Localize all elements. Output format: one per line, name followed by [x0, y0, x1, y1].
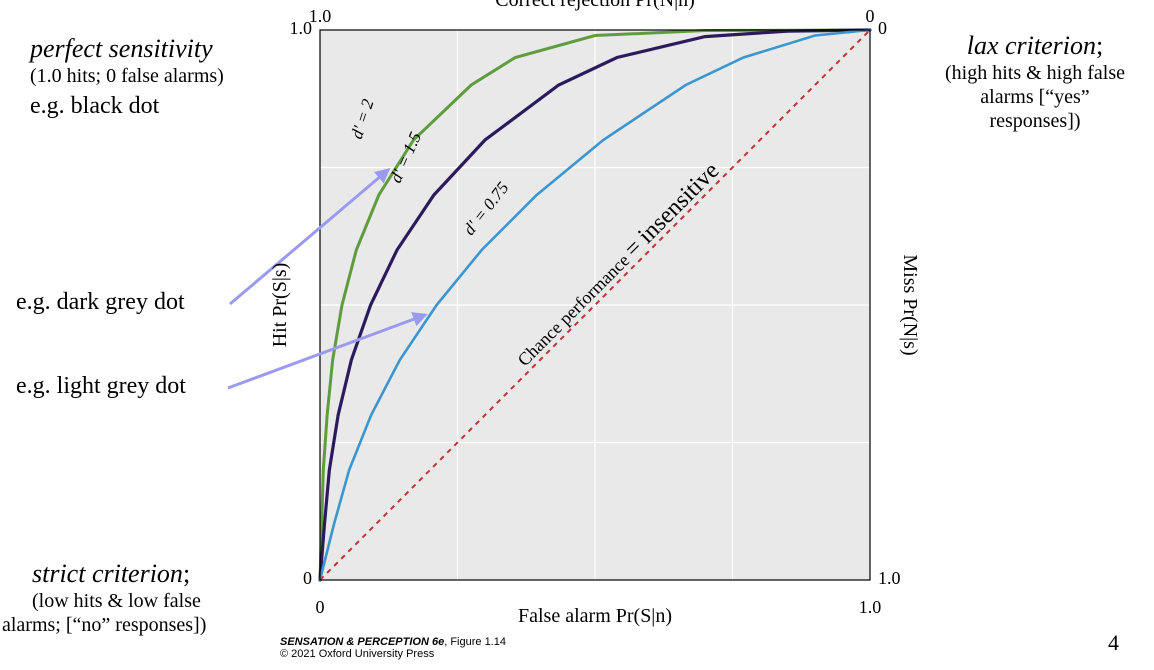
page-number: 4 [1108, 630, 1119, 656]
lax-title: lax criterion; [930, 30, 1140, 61]
strict-criterion-block: strict criterion; (low hits & low false … [32, 558, 206, 637]
tick-right-1: 0 [878, 18, 887, 38]
lax-sub2: alarms [“yes” [930, 85, 1140, 109]
axis-label-top: Correct rejection Pr(N|n) [495, 0, 694, 11]
strict-title: strict criterion; [32, 558, 206, 589]
tick-top-0: 1.0 [309, 6, 332, 26]
lax-sub3: responses]) [930, 109, 1140, 133]
axis-label-bottom: False alarm Pr(S|n) [518, 605, 672, 627]
perfect-sub: (1.0 hits; 0 false alarms) [30, 64, 224, 88]
strict-sub1: (low hits & low false [32, 589, 206, 613]
axis-label-right: Miss Pr(N|s) [899, 254, 921, 355]
figure-attribution: SENSATION & PERCEPTION 6e, Figure 1.14 ©… [280, 636, 506, 660]
perfect-sensitivity-block: perfect sensitivity (1.0 hits; 0 false a… [30, 33, 224, 121]
tick-left-0: 0 [303, 568, 312, 588]
perfect-title: perfect sensitivity [30, 33, 224, 64]
tick-top-1: 0 [866, 6, 875, 26]
strict-sub2: alarms; [“no” responses]) [2, 613, 206, 637]
tick-left-1: 1.0 [290, 18, 313, 38]
dark-grey-label: e.g. dark grey dot [16, 288, 185, 317]
perfect-eg: e.g. black dot [30, 92, 224, 121]
axis-label-left: Hit Pr(S|s) [269, 263, 291, 348]
tick-bottom-1: 1.0 [859, 597, 882, 617]
lax-sub1: (high hits & high false [930, 61, 1140, 85]
tick-right-0: 1.0 [878, 568, 901, 588]
tick-bottom-0: 0 [316, 597, 325, 617]
light-grey-label: e.g. light grey dot [16, 372, 186, 401]
lax-criterion-block: lax criterion; (high hits & high false a… [930, 30, 1140, 133]
